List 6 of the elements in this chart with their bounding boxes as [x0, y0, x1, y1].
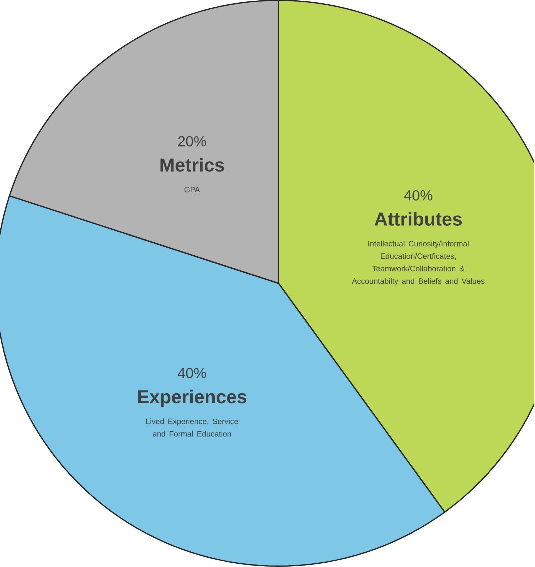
data-label: 40%: [404, 190, 433, 201]
slice-label: Experiences: [138, 390, 247, 408]
slice-label: Attributes: [375, 212, 462, 226]
slice-label: Metrics: [160, 158, 224, 172]
data-label: 40%: [178, 368, 207, 378]
data-label: 20%: [178, 136, 207, 147]
